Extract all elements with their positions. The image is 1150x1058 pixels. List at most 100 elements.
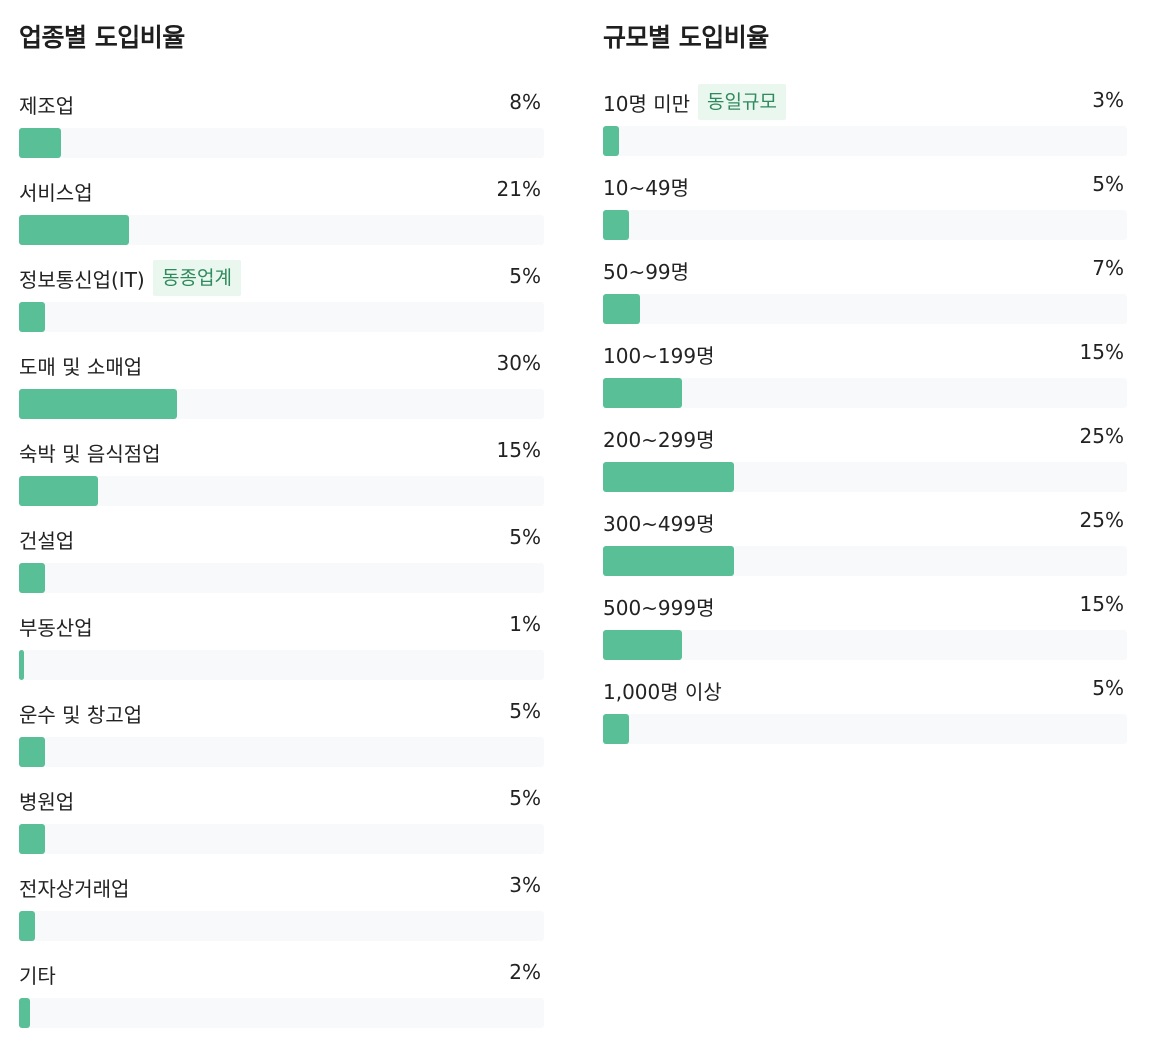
category-label: 제조업 bbox=[19, 94, 75, 118]
bar-fill bbox=[19, 128, 61, 158]
category-label: 1,000명 이상 bbox=[603, 680, 722, 704]
industry-bar-row: 부동산업 1% bbox=[19, 608, 544, 680]
value-label: 3% bbox=[509, 873, 541, 897]
category-label: 50~99명 bbox=[603, 260, 690, 284]
size-bar-row: 200~299명 25% bbox=[603, 420, 1127, 492]
category-label: 부동산업 bbox=[19, 616, 93, 640]
bar-track bbox=[19, 128, 544, 158]
industry-bar-row: 병원업 5% bbox=[19, 782, 544, 854]
category-label: 100~199명 bbox=[603, 344, 715, 368]
bar-fill bbox=[603, 294, 640, 324]
value-label: 7% bbox=[1092, 256, 1124, 280]
value-label: 2% bbox=[509, 960, 541, 984]
size-bar-row: 1,000명 이상 5% bbox=[603, 672, 1127, 744]
bar-fill bbox=[19, 476, 98, 506]
bar-fill bbox=[19, 302, 46, 332]
value-label: 15% bbox=[496, 438, 541, 462]
category-label: 300~499명 bbox=[603, 512, 715, 536]
value-label: 5% bbox=[509, 264, 541, 288]
bar-fill bbox=[19, 824, 46, 854]
category-label: 도매 및 소매업 bbox=[19, 355, 143, 379]
value-label: 25% bbox=[1079, 508, 1124, 532]
value-label: 5% bbox=[509, 786, 541, 810]
bar-track bbox=[603, 210, 1127, 240]
category-label: 10~49명 bbox=[603, 176, 690, 200]
size-bar-row: 500~999명 15% bbox=[603, 588, 1127, 660]
category-label: 정보통신업(IT) bbox=[19, 268, 145, 292]
size-row-header: 10~49명 5% bbox=[603, 168, 1127, 204]
value-label: 15% bbox=[1079, 340, 1124, 364]
size-bar-row: 300~499명 25% bbox=[603, 504, 1127, 576]
value-label: 30% bbox=[496, 351, 541, 375]
bar-fill bbox=[19, 215, 130, 245]
industry-row-header: 제조업 8% bbox=[19, 86, 544, 122]
industry-panel-title: 업종별 도입비율 bbox=[19, 23, 185, 52]
value-label: 5% bbox=[509, 699, 541, 723]
bar-fill bbox=[19, 389, 177, 419]
value-label: 25% bbox=[1079, 424, 1124, 448]
peer-group-badge: 동일규모 bbox=[698, 84, 786, 120]
industry-bar-row: 제조업 8% bbox=[19, 86, 544, 158]
bar-track bbox=[19, 911, 544, 941]
value-label: 5% bbox=[1092, 676, 1124, 700]
bar-track bbox=[603, 546, 1127, 576]
bar-track bbox=[19, 563, 544, 593]
bar-fill bbox=[603, 210, 630, 240]
category-label: 숙박 및 음식점업 bbox=[19, 442, 161, 466]
industry-row-header: 기타 2% bbox=[19, 956, 544, 992]
value-label: 21% bbox=[496, 177, 541, 201]
size-row-header: 200~299명 25% bbox=[603, 420, 1127, 456]
industry-row-header: 부동산업 1% bbox=[19, 608, 544, 644]
category-label: 운수 및 창고업 bbox=[19, 703, 143, 727]
industry-bar-row: 서비스업 21% bbox=[19, 173, 544, 245]
industry-bar-row: 정보통신업(IT) 동종업계 5% bbox=[19, 260, 544, 332]
bar-fill bbox=[19, 911, 35, 941]
industry-bar-row: 건설업 5% bbox=[19, 521, 544, 593]
industry-row-header: 정보통신업(IT) 동종업계 5% bbox=[19, 260, 544, 296]
category-label: 건설업 bbox=[19, 529, 75, 553]
industry-row-header: 도매 및 소매업 30% bbox=[19, 347, 544, 383]
bar-track bbox=[603, 462, 1127, 492]
value-label: 3% bbox=[1092, 88, 1124, 112]
bar-fill bbox=[603, 546, 734, 576]
bar-track bbox=[19, 476, 544, 506]
bar-track bbox=[19, 302, 544, 332]
size-row-header: 300~499명 25% bbox=[603, 504, 1127, 540]
bar-track bbox=[19, 650, 544, 680]
bar-track bbox=[603, 378, 1127, 408]
bar-track bbox=[19, 215, 544, 245]
size-bar-row: 10명 미만 동일규모 3% bbox=[603, 84, 1127, 156]
size-row-header: 10명 미만 동일규모 3% bbox=[603, 84, 1127, 120]
industry-row-header: 전자상거래업 3% bbox=[19, 869, 544, 905]
bar-fill bbox=[603, 462, 734, 492]
size-bar-row: 50~99명 7% bbox=[603, 252, 1127, 324]
size-panel-title: 규모별 도입비율 bbox=[603, 23, 769, 52]
bar-track bbox=[603, 126, 1127, 156]
size-bar-row: 100~199명 15% bbox=[603, 336, 1127, 408]
industry-bar-row: 도매 및 소매업 30% bbox=[19, 347, 544, 419]
bar-track bbox=[19, 824, 544, 854]
value-label: 8% bbox=[509, 90, 541, 114]
category-label: 200~299명 bbox=[603, 428, 715, 452]
industry-bar-row: 전자상거래업 3% bbox=[19, 869, 544, 941]
bar-track bbox=[19, 998, 544, 1028]
category-label: 500~999명 bbox=[603, 596, 715, 620]
industry-bar-row: 운수 및 창고업 5% bbox=[19, 695, 544, 767]
industry-row-header: 건설업 5% bbox=[19, 521, 544, 557]
bar-fill bbox=[19, 650, 25, 680]
industry-bar-row: 기타 2% bbox=[19, 956, 544, 1028]
category-label: 전자상거래업 bbox=[19, 877, 130, 901]
bar-fill bbox=[603, 378, 682, 408]
industry-bar-row: 숙박 및 음식점업 15% bbox=[19, 434, 544, 506]
size-row-header: 1,000명 이상 5% bbox=[603, 672, 1127, 708]
bar-fill bbox=[603, 630, 682, 660]
bar-fill bbox=[603, 126, 619, 156]
bar-track bbox=[603, 714, 1127, 744]
industry-row-header: 서비스업 21% bbox=[19, 173, 544, 209]
bar-fill bbox=[19, 737, 46, 767]
value-label: 15% bbox=[1079, 592, 1124, 616]
industry-row-header: 병원업 5% bbox=[19, 782, 544, 818]
industry-row-header: 숙박 및 음식점업 15% bbox=[19, 434, 544, 470]
value-label: 5% bbox=[509, 525, 541, 549]
category-label: 서비스업 bbox=[19, 181, 93, 205]
